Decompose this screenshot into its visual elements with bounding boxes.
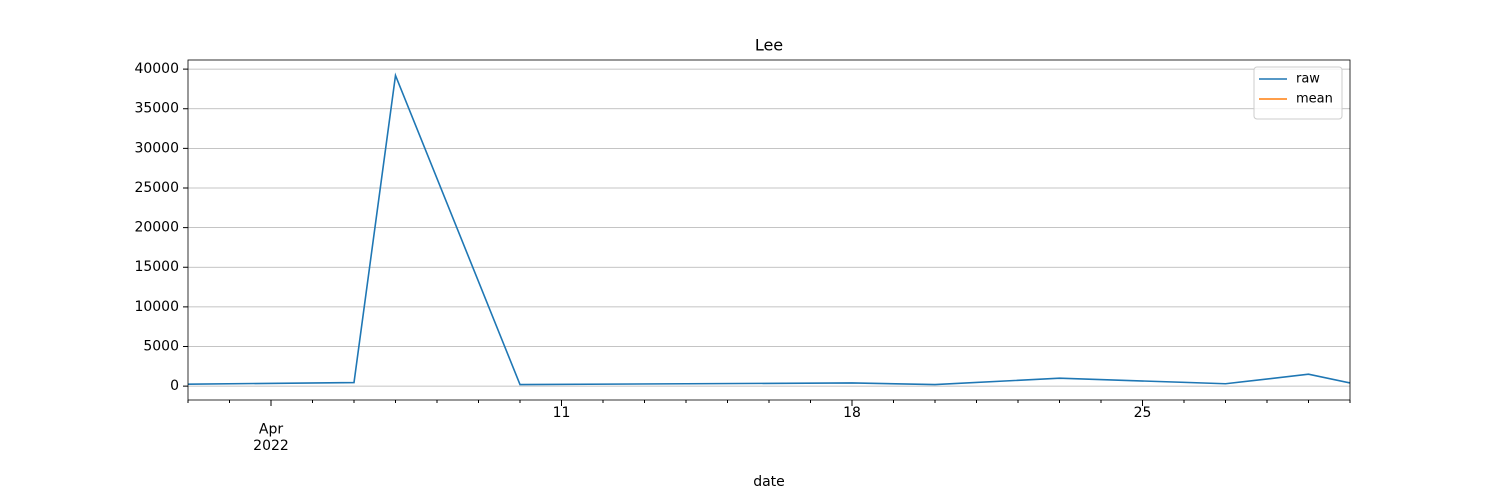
x-tick-label: 25 <box>1134 405 1152 421</box>
legend-label: mean <box>1296 92 1333 107</box>
x-axis-label: date <box>753 474 785 490</box>
legend-label: raw <box>1296 72 1320 87</box>
x-tick-label: 18 <box>843 405 861 421</box>
legend: raw mean <box>1253 66 1343 120</box>
y-tick-label: 20000 <box>134 220 179 236</box>
x-tick-label: 11 <box>553 405 571 421</box>
chart-title: Lee <box>755 36 783 55</box>
legend-box <box>1253 66 1343 120</box>
y-tick-label: 10000 <box>134 299 179 315</box>
x-tick-label: Apr 2022 <box>253 422 289 455</box>
y-tick-label: 35000 <box>134 101 179 117</box>
y-tick-label: 5000 <box>143 339 179 355</box>
y-tick-label: 15000 <box>134 259 179 275</box>
plot-frame <box>187 59 1351 401</box>
y-tick-label: 0 <box>170 378 179 394</box>
y-tick-label: 30000 <box>134 140 179 156</box>
line-series <box>187 72 1351 386</box>
y-tick-label: 40000 <box>134 61 179 77</box>
y-tick-label: 25000 <box>134 180 179 196</box>
